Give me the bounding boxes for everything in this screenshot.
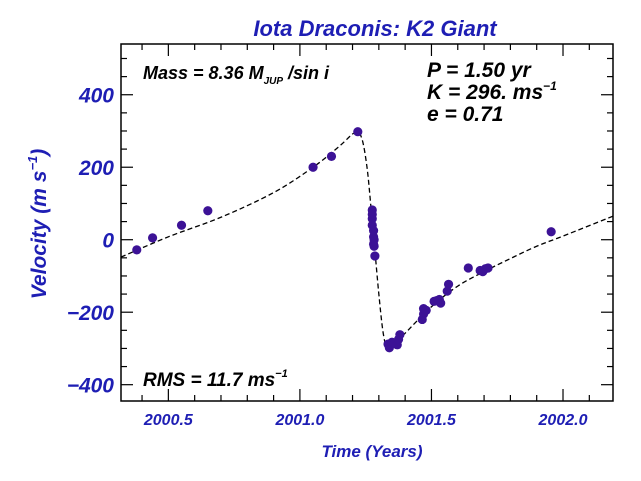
y-tick-label: −400 [67, 375, 115, 398]
data-point [308, 162, 318, 172]
data-point [203, 206, 213, 216]
rms-annotation-exponent: −1 [275, 368, 288, 380]
y-axis-label: Velocity (m s−1) [25, 149, 51, 300]
data-point [442, 286, 452, 296]
y-tick-label: 200 [78, 157, 114, 180]
chart-title: Iota Draconis: K2 Giant [253, 16, 498, 41]
data-point [369, 235, 379, 245]
mass-annotation-prefix: Mass = 8.36 M [143, 63, 265, 83]
y-axis-label-close: ) [28, 149, 51, 158]
amplitude-annotation-exponent: −1 [543, 79, 557, 93]
data-point [147, 233, 158, 243]
data-point [369, 241, 379, 251]
data-point [176, 220, 187, 230]
y-axis-label-exponent: −1 [25, 156, 40, 171]
plot-content: 2000.5 2001.0 2001.5 2002.0 400 200 0 −200 −400 [67, 44, 613, 429]
data-point [132, 245, 142, 255]
y-tick-label: 400 [78, 85, 114, 108]
amplitude-annotation: K = 296. ms−1 [427, 79, 557, 104]
annotations: Mass = 8.36 MJUP /sin i P = 1.50 yr K = … [143, 59, 557, 391]
data-point [421, 305, 431, 315]
x-tick-label: 2002.0 [538, 412, 588, 429]
data-point [326, 151, 337, 161]
mass-annotation-suffix: /sin i [283, 63, 330, 83]
rms-annotation-prefix: RMS = 11.7 ms [143, 370, 275, 391]
data-point [436, 298, 446, 308]
period-annotation: P = 1.50 yr [427, 59, 533, 82]
data-point [546, 227, 556, 237]
x-tick-label: 2001.0 [274, 412, 324, 429]
plot-frame [120, 43, 614, 402]
data-point [443, 279, 454, 289]
y-tick-label: 0 [102, 230, 114, 253]
data-point [370, 251, 380, 261]
data-point [367, 214, 377, 224]
eccentricity-annotation: e = 0.71 [427, 103, 503, 126]
y-axis-label-main: Velocity (m s [28, 171, 51, 300]
x-axis-label: Time (Years) [321, 442, 422, 461]
y-tick-label: −200 [67, 302, 115, 325]
x-tick-label: 2001.5 [406, 412, 457, 429]
mass-annotation-subscript: JUP [264, 76, 284, 87]
x-tick-label: 2000.5 [143, 412, 194, 429]
data-point [395, 330, 405, 340]
data-point [463, 263, 473, 273]
amplitude-annotation-prefix: K = 296. ms [427, 81, 543, 104]
data-point [483, 263, 493, 273]
data-point [353, 127, 363, 137]
rms-annotation: RMS = 11.7 ms−1 [143, 368, 288, 391]
mass-annotation: Mass = 8.36 MJUP /sin i [143, 63, 330, 87]
